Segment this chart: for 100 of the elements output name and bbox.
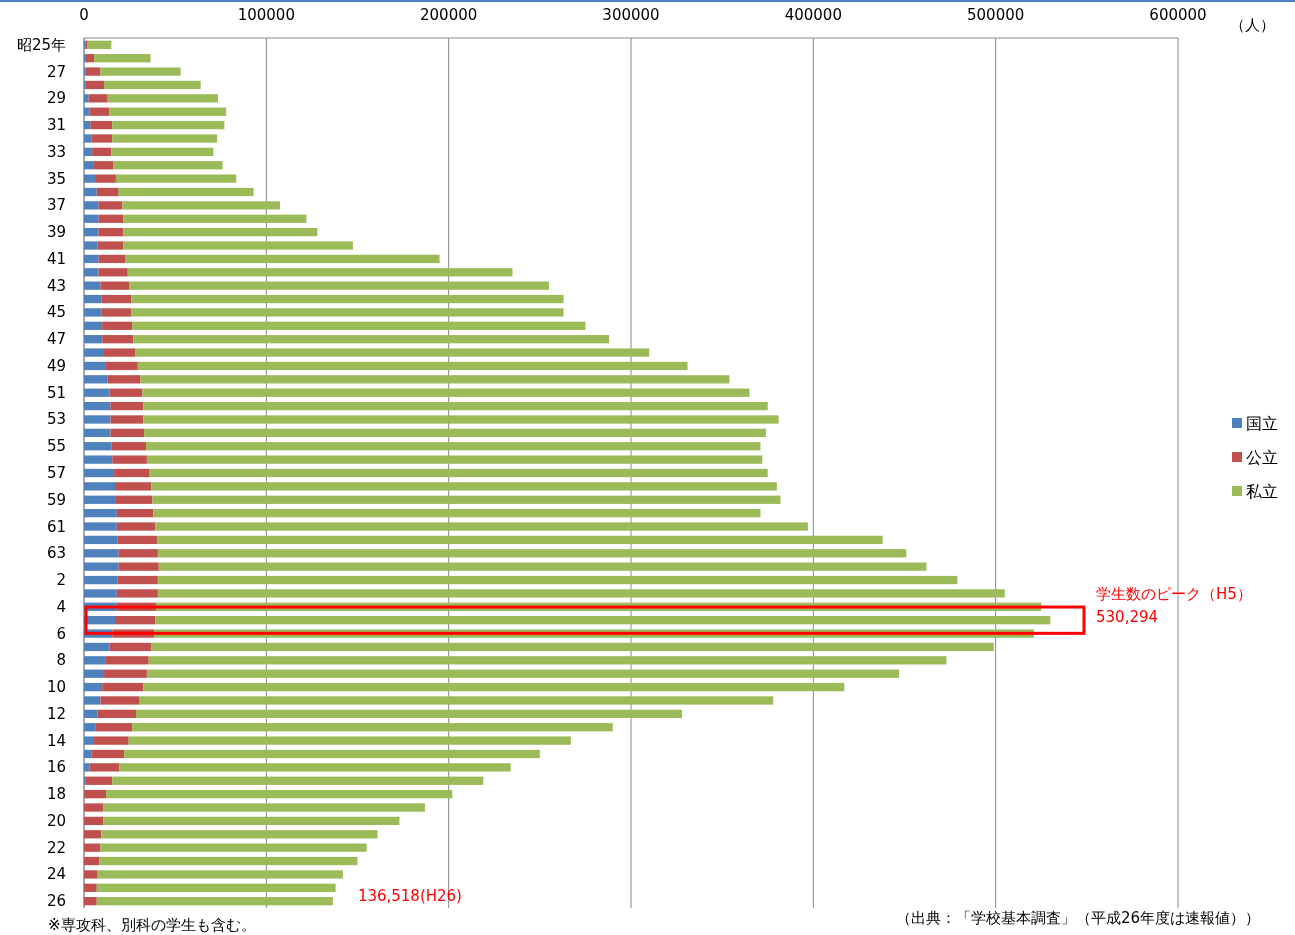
bar: [155, 522, 808, 531]
bar: [84, 134, 92, 143]
y-tick-label: 63: [46, 544, 66, 563]
bar: [123, 241, 353, 250]
bar: [151, 482, 777, 491]
bar: [98, 214, 124, 223]
bar: [84, 723, 96, 732]
bar: [98, 228, 124, 237]
bar: [115, 482, 152, 491]
bar: [97, 870, 343, 879]
bar: [84, 375, 108, 384]
y-tick-label: 26: [46, 892, 66, 911]
bar: [94, 54, 151, 63]
bar: [124, 749, 540, 759]
bar: [84, 254, 99, 264]
bar: [84, 281, 101, 290]
x-tick-label: 200000: [420, 6, 478, 24]
bar: [84, 415, 111, 424]
bar: [157, 549, 907, 558]
bar: [99, 856, 358, 866]
bar: [117, 535, 157, 545]
y-tick-label: 12: [46, 704, 66, 723]
x-tick-label: 600000: [1149, 6, 1207, 24]
bar: [157, 575, 958, 585]
bar: [84, 361, 106, 371]
y-tick-label: 6: [56, 624, 66, 643]
bar: [96, 187, 119, 197]
bar: [84, 94, 89, 103]
y-tick-label: 27: [46, 62, 66, 81]
bar: [95, 723, 133, 732]
bar: [93, 161, 114, 170]
bar: [84, 495, 116, 504]
y-tick-label: 47: [46, 330, 66, 349]
bar: [131, 308, 564, 317]
bar: [96, 883, 336, 892]
bar: [97, 709, 136, 718]
bar: [84, 575, 118, 585]
bar: [84, 883, 97, 892]
bar: [84, 803, 104, 812]
bar: [109, 388, 143, 397]
bar: [100, 696, 140, 705]
bar: [84, 442, 112, 451]
bar: [84, 335, 103, 344]
bar: [118, 549, 158, 558]
bar: [112, 134, 218, 143]
bar: [143, 682, 845, 692]
bar: [84, 669, 105, 678]
bar: [104, 669, 147, 678]
bar: [84, 482, 115, 491]
y-tick-label: 51: [46, 383, 66, 402]
bar: [101, 830, 378, 839]
bar: [135, 709, 683, 718]
bar: [100, 843, 367, 852]
bar: [148, 656, 947, 665]
bar: [109, 642, 152, 652]
bar: [109, 107, 227, 116]
bar: [155, 616, 1051, 625]
bar: [115, 616, 156, 625]
bar: [104, 348, 136, 357]
bar: [84, 830, 102, 839]
bar: [125, 254, 440, 264]
bar: [97, 241, 124, 250]
bar: [84, 228, 99, 237]
bar: [84, 214, 99, 223]
bar: [110, 401, 144, 411]
y-tick-label: 61: [46, 517, 66, 536]
bar: [117, 575, 158, 585]
bar: [85, 776, 113, 785]
bar: [123, 214, 307, 223]
bar: [153, 508, 761, 518]
bar: [84, 709, 98, 718]
bar: [91, 134, 113, 143]
bar: [100, 281, 130, 290]
y-tick-label: 53: [46, 410, 66, 429]
bar: [106, 789, 453, 799]
bar: [102, 321, 133, 330]
bar: [137, 361, 688, 371]
x-tick-label: 400000: [784, 6, 842, 24]
x-tick-label: 300000: [602, 6, 660, 24]
x-tick-label: 500000: [967, 6, 1025, 24]
bar: [118, 187, 254, 197]
bar: [115, 495, 153, 504]
bar: [100, 67, 181, 76]
bar: [96, 897, 333, 906]
bar: [140, 375, 730, 384]
bar: [87, 40, 112, 49]
y-tick-label: 24: [46, 865, 66, 884]
bar: [151, 642, 994, 652]
bar: [143, 401, 768, 411]
bar: [84, 174, 95, 183]
x-tick-label: 0: [79, 6, 89, 24]
y-tick-label: 33: [46, 142, 66, 161]
bar: [98, 268, 128, 277]
bar: [98, 254, 126, 264]
bar: [84, 187, 97, 197]
y-tick-label: 8: [56, 651, 66, 670]
bar: [84, 120, 91, 130]
bar: [143, 415, 779, 424]
y-tick-label: 43: [46, 276, 66, 295]
bar: [112, 776, 484, 785]
